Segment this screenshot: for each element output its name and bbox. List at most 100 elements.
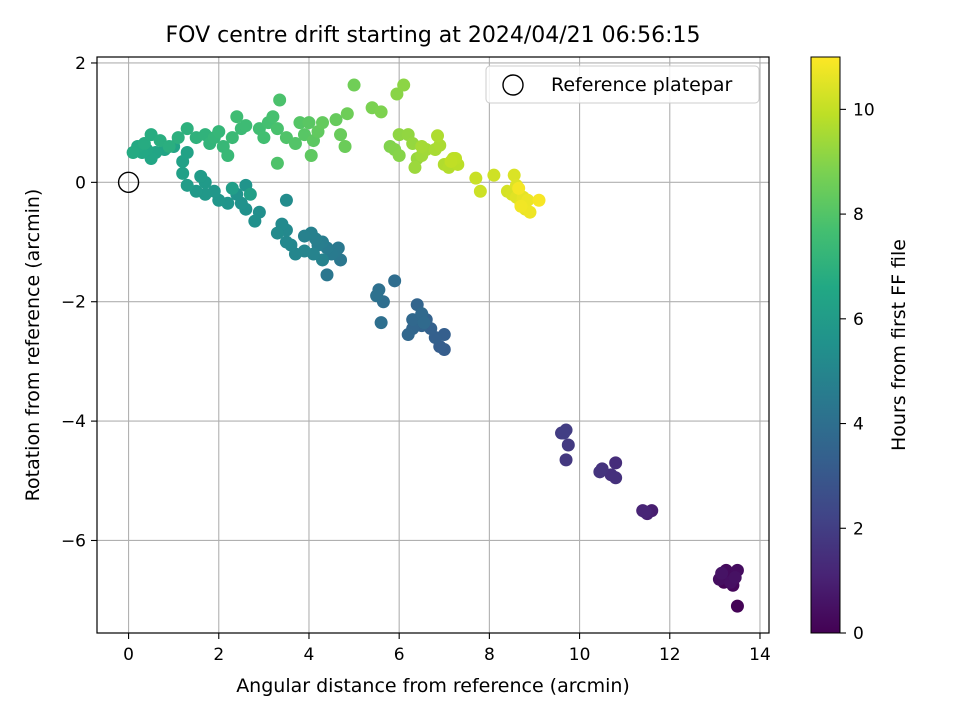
- data-point: [715, 566, 729, 580]
- data-point: [212, 125, 226, 139]
- x-tick-label: 14: [749, 645, 771, 665]
- data-point: [392, 128, 406, 142]
- colorbar-tick-label: 10: [853, 100, 875, 120]
- y-tick-label: −2: [61, 293, 86, 313]
- data-point: [338, 140, 352, 154]
- y-tick-label: 0: [75, 173, 86, 193]
- y-tick-label: 2: [75, 54, 86, 74]
- data-point: [415, 140, 429, 154]
- data-point: [559, 453, 573, 467]
- y-tick-label: −4: [61, 412, 86, 432]
- data-point: [561, 438, 575, 452]
- data-point: [137, 137, 151, 151]
- data-point: [176, 166, 190, 180]
- data-point: [392, 148, 406, 162]
- data-point: [180, 122, 194, 136]
- data-point: [417, 316, 431, 330]
- data-point: [266, 110, 280, 124]
- data-point: [293, 116, 307, 130]
- data-point: [334, 128, 348, 142]
- x-axis-label: Angular distance from reference (arcmin): [236, 675, 630, 697]
- data-point: [162, 140, 176, 154]
- data-point: [487, 168, 501, 182]
- data-point: [288, 137, 302, 151]
- data-point: [270, 122, 284, 136]
- data-point: [126, 146, 140, 160]
- y-tick-label: −6: [61, 531, 86, 551]
- data-point: [469, 171, 483, 185]
- legend-box: [485, 65, 760, 104]
- colorbar-tick-label: 6: [853, 310, 864, 330]
- data-point: [225, 131, 239, 145]
- data-point: [557, 426, 571, 440]
- data-point: [512, 181, 526, 195]
- legend: Reference platepar: [485, 65, 760, 104]
- data-point: [270, 156, 284, 170]
- colorbar: [810, 56, 841, 634]
- data-point: [347, 78, 361, 92]
- data-point: [243, 187, 257, 201]
- data-point: [273, 93, 287, 107]
- legend-marker-reference-icon: [502, 74, 524, 96]
- colorbar-tick-label: 0: [853, 624, 864, 644]
- data-point: [230, 110, 244, 124]
- data-point: [180, 178, 194, 192]
- data-point: [374, 316, 388, 330]
- colorbar-tick-label: 8: [853, 205, 864, 225]
- data-point: [431, 129, 445, 143]
- y-axis-ticks: 2 0 −2 −4 −6: [61, 54, 97, 551]
- data-point: [329, 113, 343, 127]
- x-tick-label: 6: [394, 645, 405, 665]
- data-point: [320, 268, 334, 282]
- data-point: [171, 131, 185, 145]
- data-point: [225, 181, 239, 195]
- data-point: [638, 505, 652, 519]
- data-point: [180, 146, 194, 160]
- legend-label: Reference platepar: [551, 74, 733, 96]
- data-point: [304, 148, 318, 162]
- data-point: [401, 328, 415, 342]
- data-point: [279, 235, 293, 249]
- data-point: [730, 599, 744, 613]
- data-point: [194, 169, 208, 183]
- colorbar-ticks: 0 2 4 6 8 10: [840, 100, 875, 644]
- data-point: [532, 193, 546, 207]
- data-point: [316, 116, 330, 130]
- data-points: [126, 78, 744, 613]
- data-point: [270, 226, 284, 240]
- data-point: [374, 105, 388, 119]
- y-axis-label: Rotation from reference (arcmin): [22, 189, 44, 502]
- colorbar-label: Hours from first FF file: [888, 239, 910, 451]
- data-point: [408, 160, 422, 174]
- data-point: [257, 131, 271, 145]
- plot-frame: [96, 56, 770, 634]
- data-point: [507, 168, 521, 182]
- data-point: [609, 456, 623, 470]
- colorbar-tick-label: 4: [853, 415, 864, 435]
- data-point: [221, 148, 235, 162]
- x-tick-label: 8: [484, 645, 495, 665]
- data-point: [388, 274, 402, 288]
- data-point: [728, 570, 742, 584]
- data-point: [514, 199, 528, 213]
- data-point: [609, 471, 623, 485]
- data-point: [397, 78, 411, 92]
- x-tick-label: 10: [569, 645, 591, 665]
- reference-point: [117, 171, 140, 194]
- data-point: [390, 87, 404, 101]
- reference-marker: [117, 171, 140, 194]
- data-point: [340, 107, 354, 121]
- data-point: [297, 229, 311, 243]
- x-tick-label: 12: [659, 645, 681, 665]
- colorbar-tick-label: 2: [853, 519, 864, 539]
- data-point: [370, 289, 384, 303]
- x-tick-label: 2: [213, 645, 224, 665]
- data-point: [279, 193, 293, 207]
- data-point: [473, 184, 487, 198]
- data-point: [248, 214, 262, 228]
- x-axis-ticks: 0 2 4 6 8 10 12 14: [123, 633, 771, 665]
- data-point: [302, 116, 316, 130]
- x-tick-label: 0: [123, 645, 134, 665]
- data-point: [593, 465, 607, 479]
